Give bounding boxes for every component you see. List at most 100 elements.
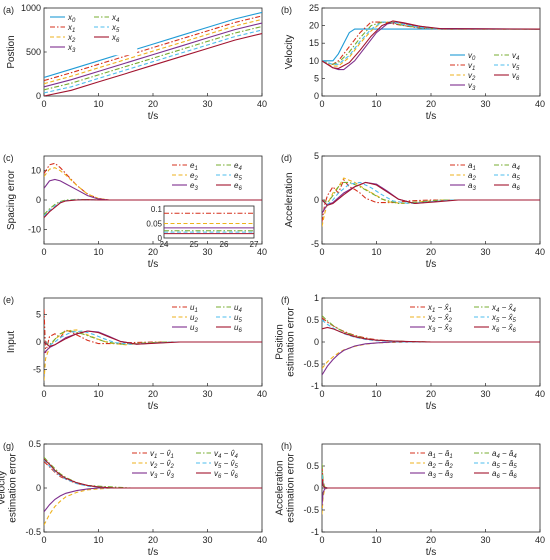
legend-entry: u6 (234, 323, 242, 334)
legend-entry-base: u (190, 323, 195, 332)
legend-entry: v2 (468, 71, 476, 82)
series-line-x5 (44, 29, 262, 94)
x-tick-label: 30 (480, 247, 490, 257)
legend-entry: x1 (67, 23, 75, 34)
legend-entry-hat: v̂ (230, 459, 235, 468)
legend-entry-minus: − (500, 449, 509, 458)
legend-entry: v3 (468, 81, 476, 92)
legend-entry-hat: v̂ (230, 449, 235, 458)
legend-entry-base: v (214, 469, 219, 478)
x-tick-label: 10 (93, 99, 103, 109)
legend-entry-base: a (428, 469, 433, 478)
legend-entry-minus: − (499, 313, 508, 322)
y-tick-label: 0.5 (306, 461, 319, 471)
series-line-v6 (44, 458, 262, 489)
y-tick-label: -0.5 (25, 527, 41, 537)
x-tick-label: 40 (535, 535, 545, 545)
x-tick-label: 10 (371, 535, 381, 545)
series-line-v5 (322, 21, 540, 65)
x-tick-label: 30 (202, 247, 212, 257)
legend-entry-base: v (512, 71, 517, 80)
legend-entry-base: v (468, 51, 473, 60)
x-tick-label: 40 (257, 247, 267, 257)
legend-entry-hat: x̂ (507, 323, 513, 332)
legend-entry-sub: 1 (432, 454, 435, 460)
legend-entry-sub: 6 (218, 474, 222, 480)
legend-entry: x5 (111, 23, 120, 34)
panel-f: 0 10 20 30 40 -1 -0.5 0 0.5 1 (f) t/s Position estima… (275, 293, 546, 412)
y-axis-label: estimation error (286, 453, 297, 523)
x-tick-label: 10 (371, 247, 381, 257)
y-tick-label: -1 (311, 527, 319, 537)
legend-entry-base: x (67, 23, 73, 32)
legend-entry-sub: 3 (472, 186, 476, 192)
legend-entry-hat: â (445, 449, 450, 458)
legend-entry-minus: − (435, 323, 444, 332)
x-tick-label: 20 (148, 535, 158, 545)
legend-entry-minus: − (500, 469, 509, 478)
legend-box (446, 48, 538, 94)
y-axis-label: Input (6, 331, 17, 353)
legend-entry-hat-sub: 2 (169, 464, 174, 470)
legend-entry: e2 (190, 171, 198, 182)
legend-entry-base: v (512, 61, 517, 70)
legend-entry-minus: − (436, 449, 445, 458)
y-tick-label: 0 (314, 91, 319, 101)
inset-x-tick-label: 26 (220, 240, 229, 249)
legend-entry-base: a (492, 469, 497, 478)
series-line-u6 (44, 330, 262, 348)
legend-entry: a2 (468, 171, 476, 182)
x-axis-label: t/s (426, 111, 437, 122)
legend-entry: x2 (67, 33, 76, 44)
legend-entry-sub: 5 (218, 464, 222, 470)
legend-entry-hat-sub: 2 (447, 318, 452, 324)
legend-entry-base: v (468, 71, 473, 80)
legend-entry-base: a (512, 181, 517, 190)
legend-entry-sub: 2 (431, 464, 436, 470)
x-tick-label: 20 (426, 99, 436, 109)
legend-entry-base: e (190, 181, 195, 190)
legend-entry-hat-sub: 6 (234, 474, 238, 480)
x-tick-label: 40 (535, 247, 545, 257)
inset-y-tick-label: 0 (158, 234, 163, 243)
legend-entry-hat-sub: 5 (512, 318, 516, 324)
legend-entry-hat: â (509, 449, 514, 458)
series-group (44, 11, 262, 96)
legend-entry-minus: − (221, 459, 230, 468)
legend-entry-hat-sub: 4 (513, 454, 517, 460)
legend-entry-sub: 3 (194, 186, 198, 192)
legend-entry-sub: 4 (218, 454, 222, 460)
legend-entry-sub: 2 (71, 38, 76, 44)
legend-entry-sub: 0 (72, 18, 76, 24)
legend-entry-minus: − (435, 313, 444, 322)
series-line-v0 (322, 28, 540, 62)
y-tick-label: -10 (28, 224, 41, 234)
legend-entry-sub: 5 (516, 66, 520, 72)
legend-entry-minus: − (157, 449, 166, 458)
legend-entry: x3 − x̂3 (427, 323, 452, 334)
legend-entry-sub: 5 (516, 176, 520, 182)
legend-entry: e6 (234, 181, 242, 192)
series-line-a2 (322, 177, 540, 227)
legend-entry-sub: 4 (496, 308, 500, 314)
legend-entry-sub: 4 (516, 166, 520, 172)
legend-entry-hat-sub: 3 (170, 474, 174, 480)
series-line-v4 (44, 456, 262, 489)
x-tick-label: 10 (93, 535, 103, 545)
legend-entry-base: a (492, 459, 497, 468)
legend-entry-hat: â (509, 459, 514, 468)
legend-entry-hat-sub: 2 (448, 464, 453, 470)
legend-entry: x4 − x̂4 (491, 303, 516, 314)
legend-entry-base: x (67, 33, 73, 42)
legend: v1 − v̂1v2 − v̂2v3 − v̂3v4 − v̂4v5 − v̂5… (128, 446, 260, 482)
x-tick-label: 10 (371, 389, 381, 399)
x-tick-label: 0 (319, 389, 324, 399)
y-tick-label: 20 (309, 21, 319, 31)
legend-entry-hat: â (445, 469, 450, 478)
legend-entry: a2 − â2 (428, 459, 453, 470)
legend-entry: x4 (111, 13, 120, 24)
y-tick-label: -1 (311, 381, 319, 391)
series-line-x0 (44, 11, 262, 79)
